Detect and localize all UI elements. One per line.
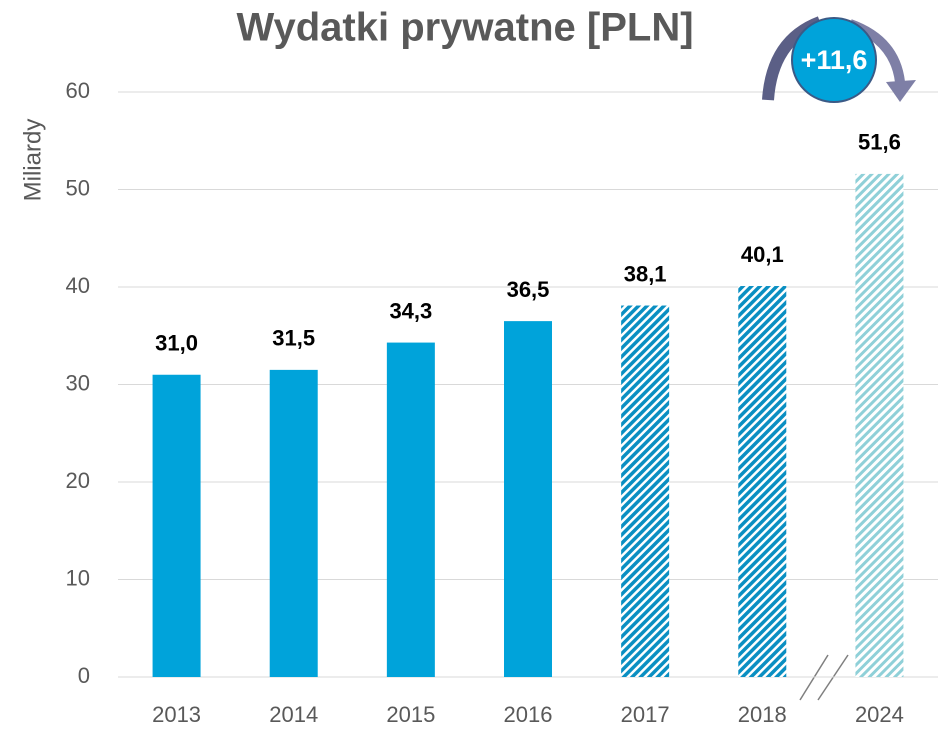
chart-title: Wydatki prywatne [PLN] <box>236 6 693 50</box>
value-label: 36,5 <box>507 277 550 302</box>
value-label: 40,1 <box>741 242 784 267</box>
bar <box>386 342 435 677</box>
value-label: 51,6 <box>858 130 901 155</box>
x-tick-label: 2013 <box>152 702 201 727</box>
y-tick-label: 20 <box>66 468 90 493</box>
y-tick-label: 10 <box>66 565 90 590</box>
x-tick-label: 2014 <box>269 702 318 727</box>
y-tick-label: 40 <box>66 273 90 298</box>
y-axis-label: Miliardy <box>19 119 46 202</box>
y-tick-label: 60 <box>66 78 90 103</box>
y-tick-label: 30 <box>66 370 90 395</box>
bar <box>621 305 670 677</box>
y-tick-label: 0 <box>78 663 90 688</box>
annotation: +11,6 <box>801 45 868 75</box>
value-label: 38,1 <box>624 261 667 286</box>
value-label: 34,3 <box>389 298 432 323</box>
x-tick-label: 2024 <box>855 702 904 727</box>
x-tick-label: 2015 <box>386 702 435 727</box>
y-tick-label: 50 <box>66 175 90 200</box>
bar <box>504 321 552 677</box>
annotation-badge: +11,6 <box>762 16 916 103</box>
bar <box>855 173 904 677</box>
x-tick-label: 2016 <box>504 702 553 727</box>
value-label: 31,0 <box>155 331 198 356</box>
bar <box>738 286 787 677</box>
bar <box>269 369 318 677</box>
x-tick-label: 2018 <box>738 702 787 727</box>
bar <box>152 374 201 677</box>
x-tick-label: 2017 <box>621 702 670 727</box>
value-label: 31,5 <box>272 326 315 351</box>
